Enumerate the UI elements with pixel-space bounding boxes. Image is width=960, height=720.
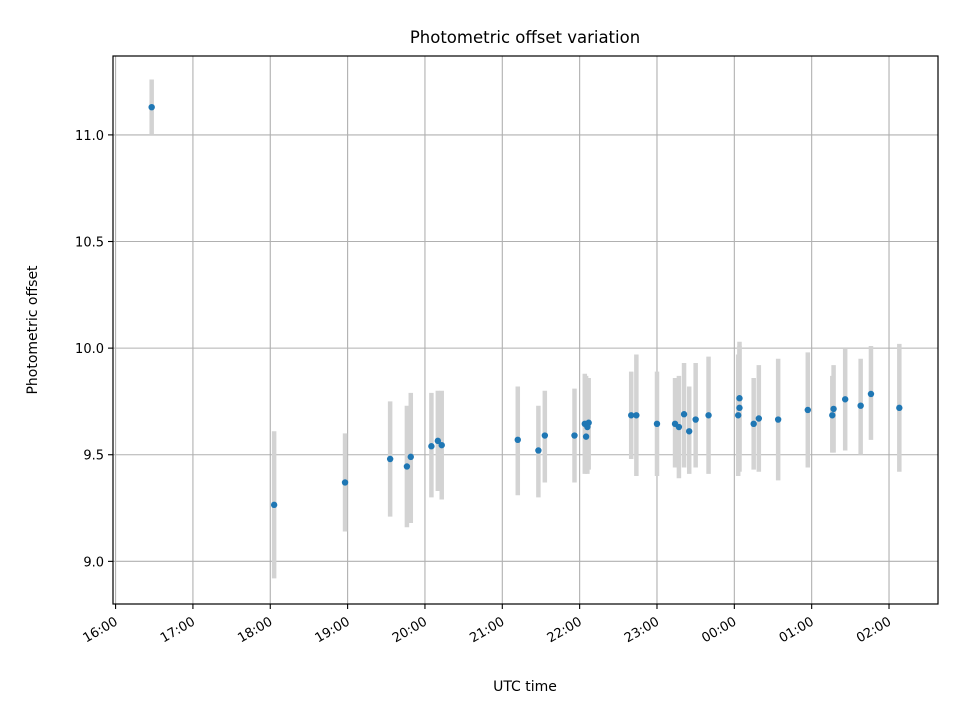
data-point [857,402,864,409]
data-point [774,416,782,423]
data-point [535,447,542,454]
data-point [407,453,414,461]
data-point [755,415,763,422]
data-point [750,420,757,428]
data-point [736,404,743,412]
x-axis-label: UTC time [493,679,557,695]
y-tick-label: 10.0 [75,342,104,357]
y-tick-label: 9.0 [83,555,104,570]
data-point [148,103,155,111]
y-tick-label: 11.0 [75,129,104,144]
data-point [628,412,635,419]
data-point [582,433,590,440]
plot-frame [112,55,939,605]
data-point [867,390,875,398]
data-point [584,423,591,431]
data-point [692,416,699,423]
y-tick-label: 9.5 [83,449,104,464]
data-point [896,404,903,412]
data-point [633,412,640,419]
data-point [705,412,712,419]
y-axis-ticks: 9.0 9.5 10.0 10.5 11.0 [75,129,113,570]
data-point [653,420,661,428]
y-tick-label: 10.5 [75,236,104,251]
data-point [680,411,688,418]
data-point [571,432,578,439]
data-point [734,412,742,419]
data-point [270,501,278,509]
data-point [386,455,394,463]
data-point [736,395,743,402]
data-point [403,463,411,470]
data-point [830,405,837,413]
data-point [686,428,693,435]
data-point [829,412,836,419]
data-point [434,437,442,445]
chart-title: Photometric offset variation [410,28,640,47]
data-points [148,103,903,509]
y-axis-label: Photometric offset [25,265,41,395]
data-point [841,396,849,403]
data-point [514,436,521,444]
data-point [438,441,445,449]
data-point [428,443,435,450]
grid [113,56,938,604]
data-point [804,406,812,414]
data-point [675,423,683,431]
data-point [541,432,549,439]
data-point [341,479,349,486]
